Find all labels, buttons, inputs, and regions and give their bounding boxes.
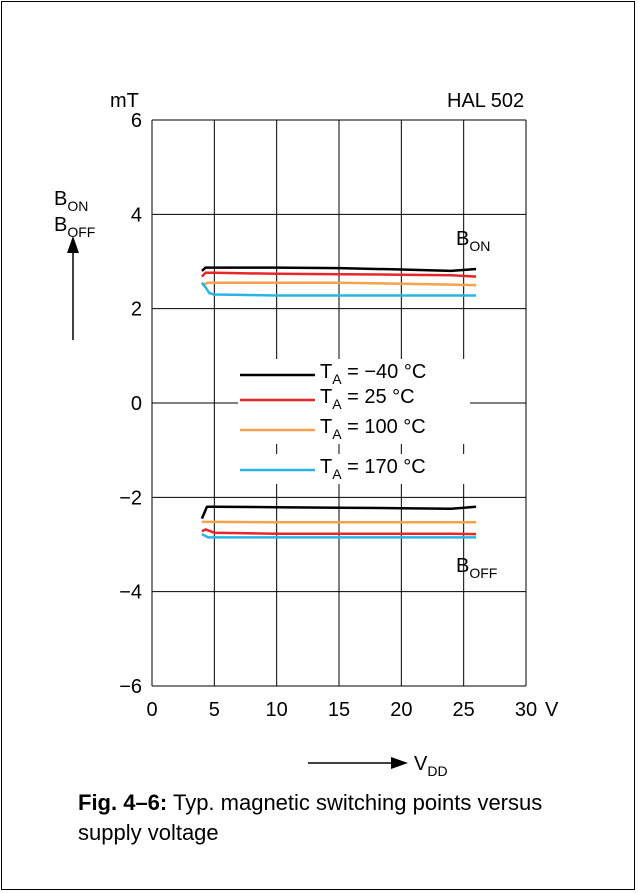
grid [151, 119, 527, 687]
series-line-2-off [201, 528, 477, 536]
y-tick-label: −2 [119, 487, 142, 509]
legend: TA = −40 °CTA = 25 °C TA = 100 °C TA = 170… [238, 359, 470, 484]
series-line-3-on [201, 281, 477, 287]
y-tick-label: −6 [119, 676, 142, 698]
y-unit-label: mT [110, 90, 139, 112]
x-tick-label: 15 [328, 699, 350, 721]
y-tick-label: −4 [119, 582, 142, 604]
legend-label: TA = 25 °C [320, 386, 415, 412]
legend-label: TA = 100 °C [320, 416, 426, 442]
y-tick-label: 6 [131, 110, 142, 132]
x-axis-label: VDD [414, 753, 448, 779]
series-line-2-on [201, 271, 477, 278]
caption-label: Fig. 4–6: [78, 790, 168, 815]
series-line-1-on [201, 266, 477, 273]
series-line-4-on [200, 281, 477, 297]
x-tick-label: 10 [266, 699, 288, 721]
legend-label: TA = −40 °C [320, 361, 426, 387]
y-axis-arrowhead [67, 236, 79, 253]
y-tick-label: 4 [131, 204, 142, 226]
x-unit-label: V [545, 699, 559, 721]
x-tick-label: 25 [453, 699, 475, 721]
curve-label-off: BOFF [456, 555, 497, 581]
x-axis-arrowhead [391, 757, 408, 769]
series-line-4-off [201, 532, 477, 539]
y-axis-label-off: BOFF [54, 214, 95, 240]
series-line-1-off [200, 505, 477, 520]
figure-caption: Fig. 4–6: Typ. magnetic switching points… [78, 788, 598, 848]
x-tick-label: 30 [515, 699, 537, 721]
x-tick-label: 20 [390, 699, 412, 721]
top-right-label: HAL 502 [447, 90, 524, 112]
x-tick-label: 5 [209, 699, 220, 721]
legend-label: TA = 170 °C [320, 456, 426, 482]
curve-label-on: BON [456, 228, 490, 254]
x-tick-label: 0 [146, 699, 157, 721]
series-layer [200, 266, 477, 539]
y-tick-label: 0 [131, 393, 142, 415]
y-tick-label: 2 [131, 299, 142, 321]
caption-text: Typ. magnetic switching points versus su… [78, 790, 543, 845]
y-axis-label-on: BON [54, 188, 88, 214]
